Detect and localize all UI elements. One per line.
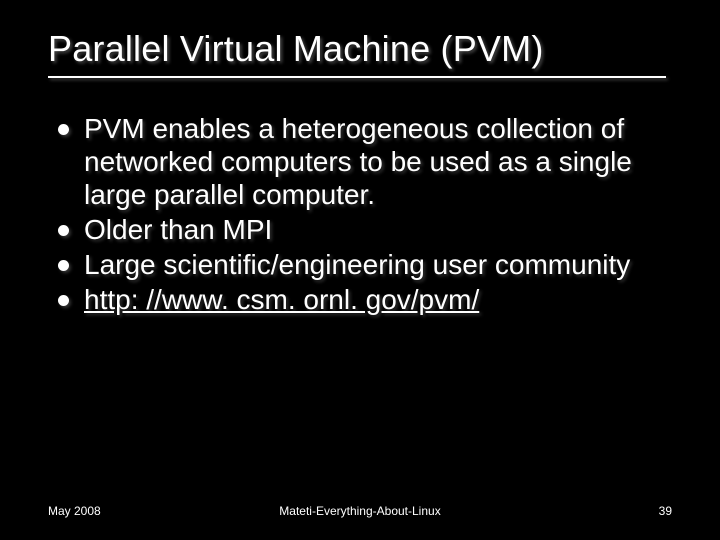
bullet-item: Older than MPI <box>54 213 672 246</box>
bullet-text: Large scientific/engineering user commun… <box>84 249 630 280</box>
title-underline <box>48 76 666 78</box>
footer-title: Mateti-Everything-About-Linux <box>279 504 440 518</box>
bullet-text: PVM enables a heterogeneous collection o… <box>84 113 632 210</box>
footer-date: May 2008 <box>48 504 101 518</box>
bullet-list: PVM enables a heterogeneous collection o… <box>48 112 672 316</box>
bullet-item: PVM enables a heterogeneous collection o… <box>54 112 672 211</box>
slide: Parallel Virtual Machine (PVM) PVM enabl… <box>0 0 720 540</box>
footer-page-number: 39 <box>659 504 672 518</box>
bullet-item: http: //www. csm. ornl. gov/pvm/ <box>54 283 672 316</box>
bullet-text: Older than MPI <box>84 214 272 245</box>
bullet-link[interactable]: http: //www. csm. ornl. gov/pvm/ <box>84 284 479 315</box>
slide-footer: May 2008 Mateti-Everything-About-Linux 3… <box>0 504 720 518</box>
bullet-item: Large scientific/engineering user commun… <box>54 248 672 281</box>
slide-title: Parallel Virtual Machine (PVM) <box>48 28 672 70</box>
